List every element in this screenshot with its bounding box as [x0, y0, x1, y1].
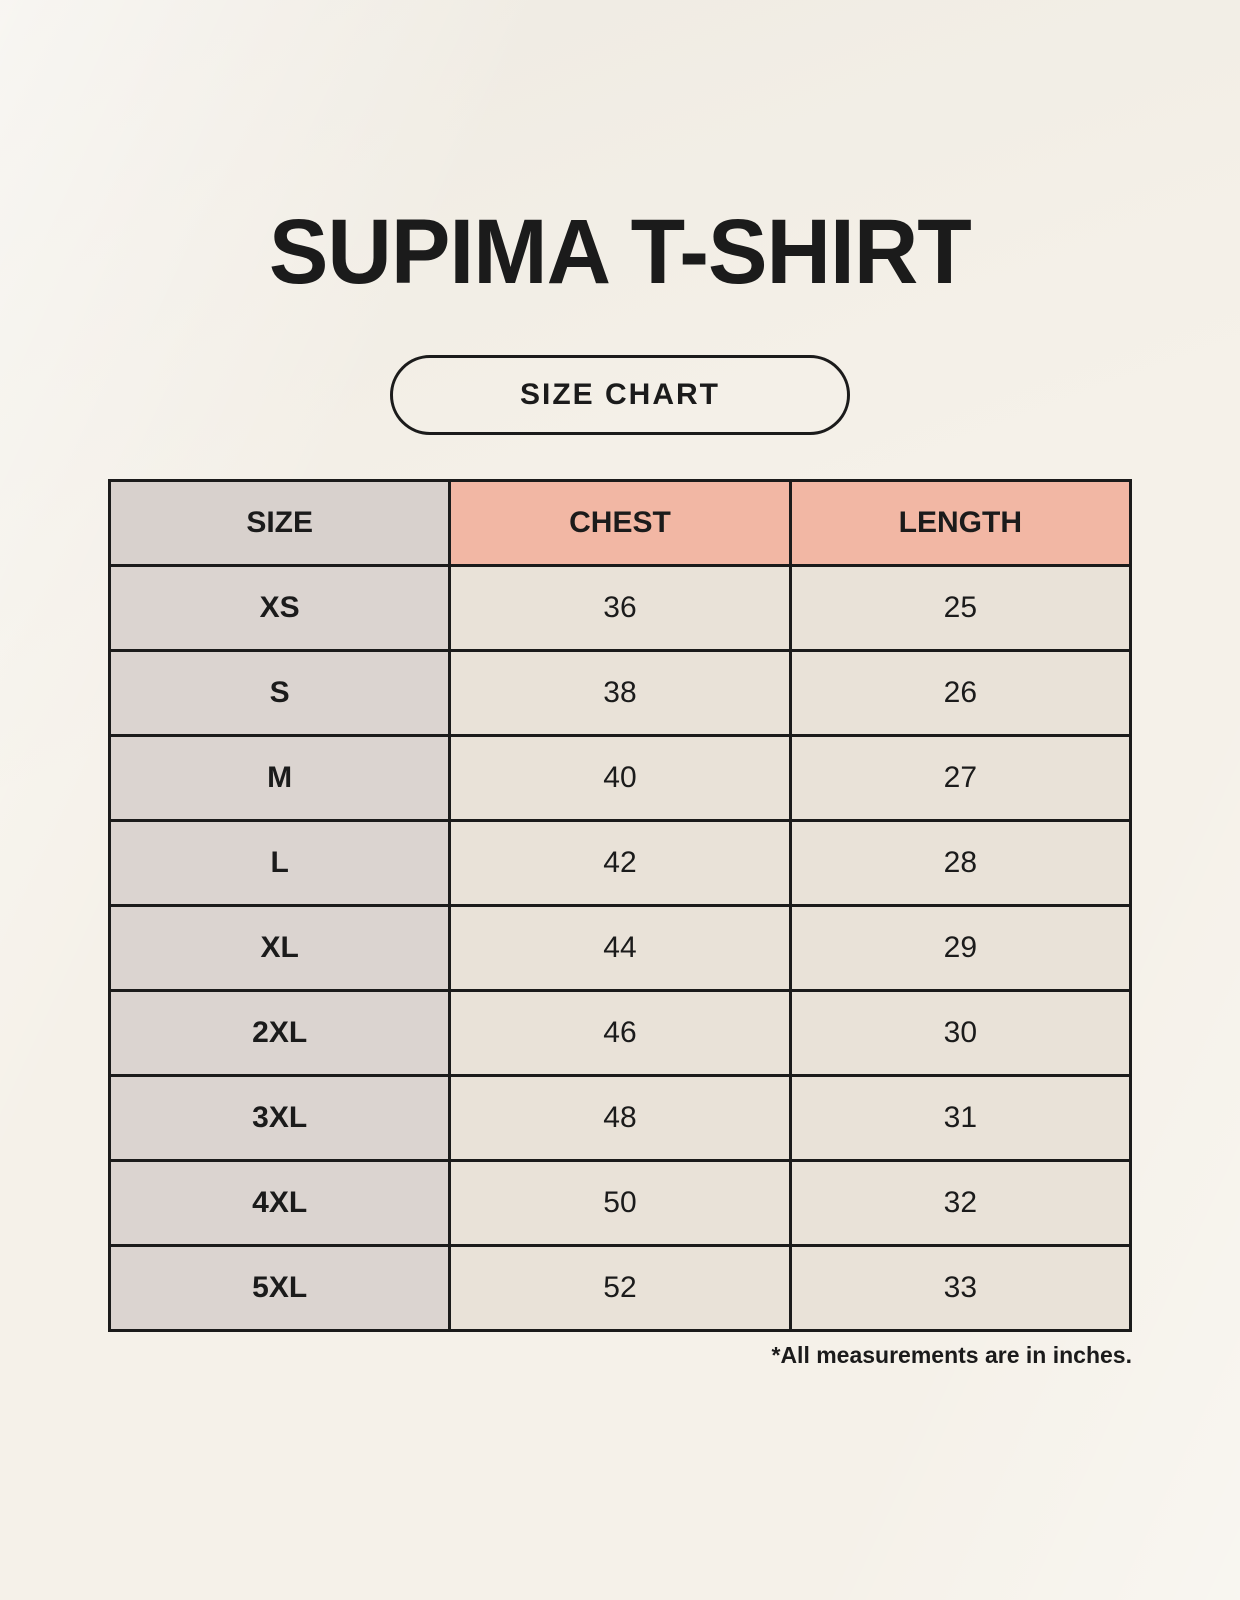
table-row: 4XL 50 32: [107, 1159, 1133, 1247]
table-row: L 42 28: [107, 819, 1133, 907]
size-chart-table: SIZE CHEST LENGTH XS 36 25 S 38 26 M 40 …: [107, 479, 1133, 1332]
cell-length: 26: [788, 649, 1133, 737]
header-cell-length: LENGTH: [788, 479, 1133, 567]
cell-size: 5XL: [107, 1244, 452, 1332]
cell-chest: 48: [448, 1074, 792, 1162]
cell-length: 30: [788, 989, 1133, 1077]
table-row: S 38 26: [107, 649, 1133, 737]
cell-size: XS: [107, 564, 452, 652]
cell-size: 2XL: [107, 989, 452, 1077]
cell-chest: 42: [448, 819, 792, 907]
cell-length: 25: [788, 564, 1133, 652]
table-row: 5XL 52 33: [107, 1244, 1133, 1332]
table-row: XS 36 25: [107, 564, 1133, 652]
cell-chest: 40: [448, 734, 792, 822]
cell-length: 27: [788, 734, 1133, 822]
cell-length: 31: [788, 1074, 1133, 1162]
header-cell-size: SIZE: [107, 479, 452, 567]
page-title: SUPIMA T-SHIRT: [268, 201, 972, 303]
table-row: 3XL 48 31: [107, 1074, 1133, 1162]
table-row: M 40 27: [107, 734, 1133, 822]
measurements-footnote: *All measurements are in inches.: [771, 1342, 1133, 1368]
cell-size: XL: [107, 904, 452, 992]
cell-chest: 38: [448, 649, 792, 737]
cell-size: 3XL: [107, 1074, 452, 1162]
cell-size: 4XL: [107, 1159, 452, 1247]
cell-length: 29: [788, 904, 1133, 992]
table-row: XL 44 29: [107, 904, 1133, 992]
cell-size: S: [107, 649, 452, 737]
cell-chest: 36: [448, 564, 792, 652]
size-chart-badge: SIZE CHART: [390, 355, 850, 435]
table-row: 2XL 46 30: [107, 989, 1133, 1077]
table-header-row: SIZE CHEST LENGTH: [107, 479, 1133, 567]
cell-size: M: [107, 734, 452, 822]
size-chart-badge-label: SIZE CHART: [520, 378, 720, 411]
cell-length: 32: [788, 1159, 1133, 1247]
cell-chest: 50: [448, 1159, 792, 1247]
cell-chest: 52: [448, 1244, 792, 1332]
cell-length: 28: [788, 819, 1133, 907]
cell-chest: 44: [448, 904, 792, 992]
cell-size: L: [107, 819, 452, 907]
header-cell-chest: CHEST: [448, 479, 792, 567]
cell-chest: 46: [448, 989, 792, 1077]
cell-length: 33: [788, 1244, 1133, 1332]
